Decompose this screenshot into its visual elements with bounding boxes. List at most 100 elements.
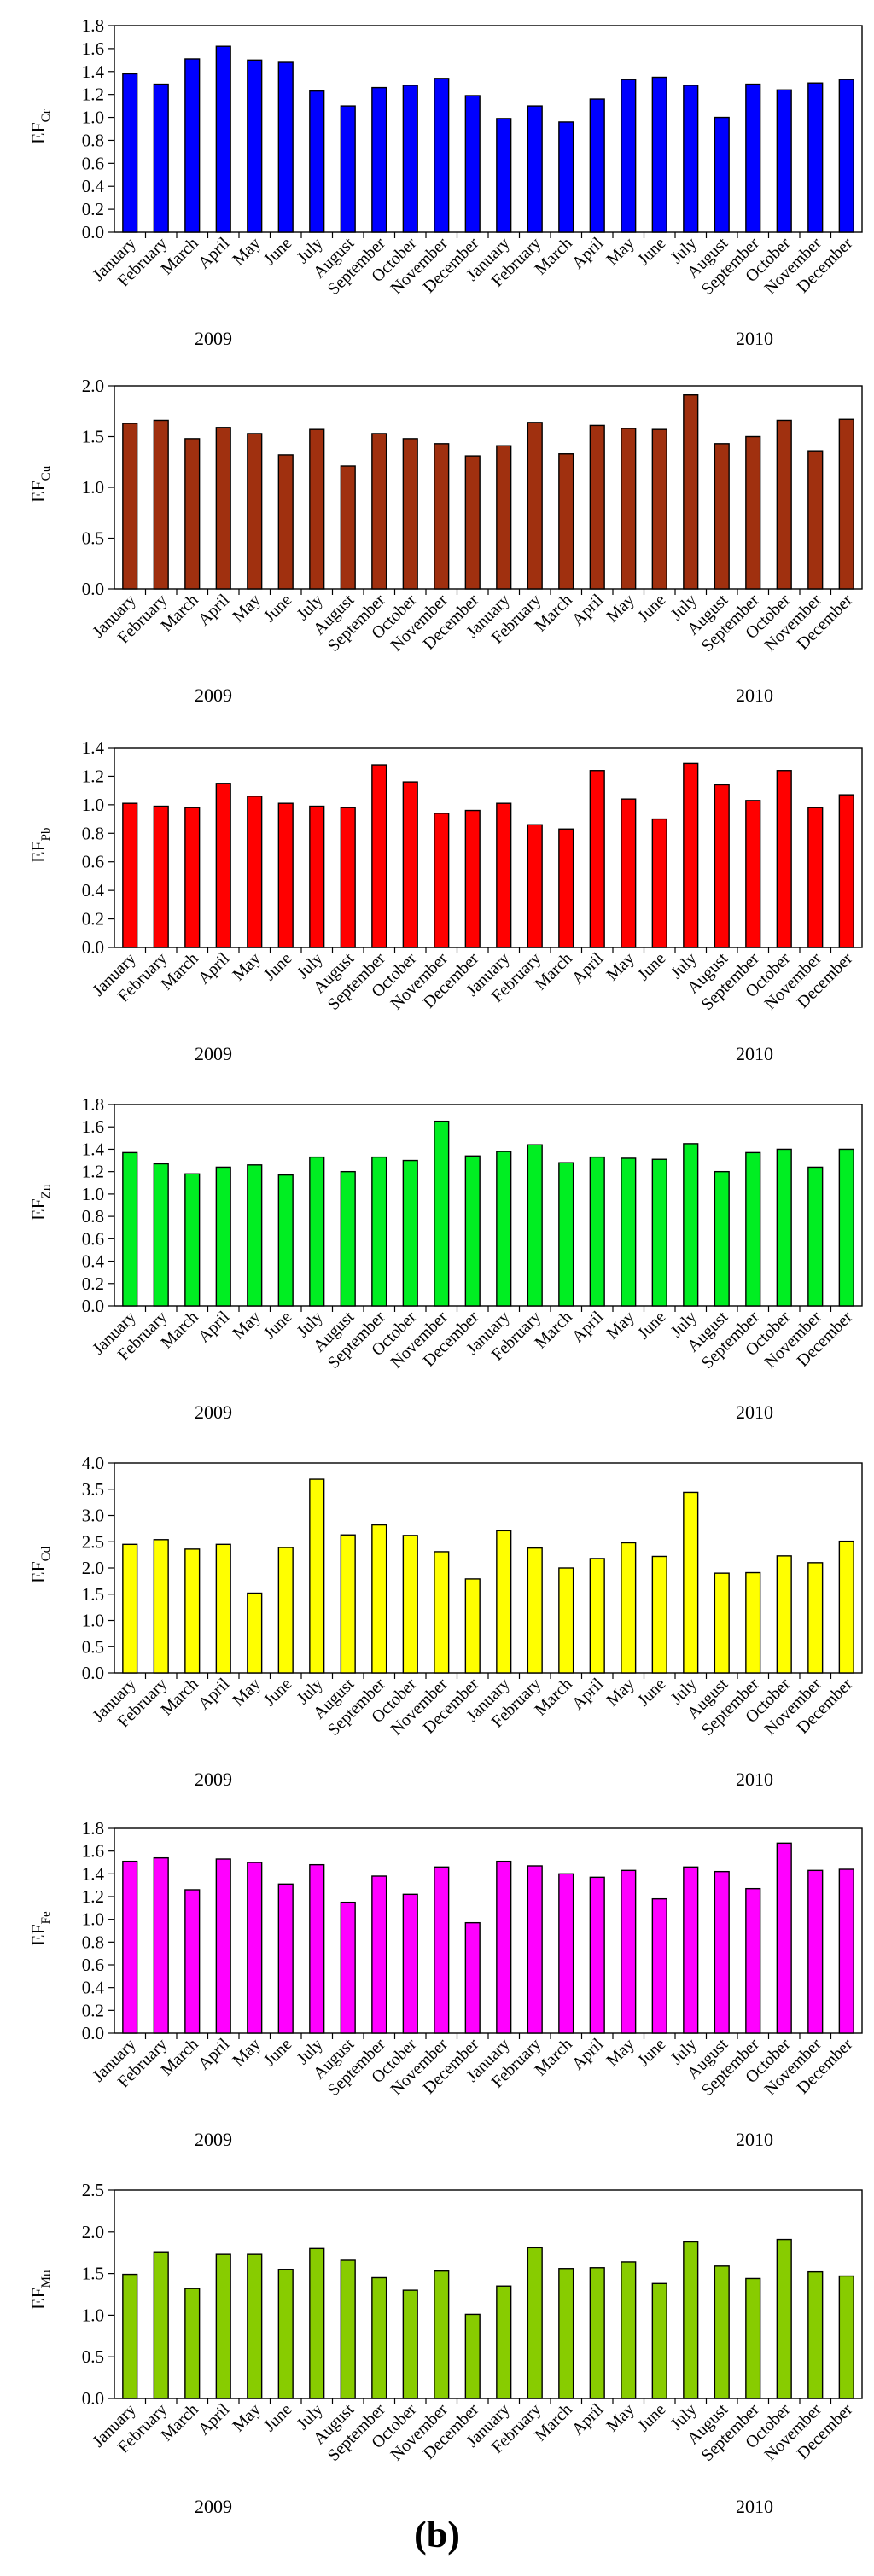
- bar: [277, 1883, 294, 2034]
- bar: [434, 2270, 450, 2399]
- x-tick-label: June: [260, 2400, 296, 2436]
- bar: [184, 807, 201, 948]
- year-label: 2010: [736, 328, 773, 349]
- bar: [527, 105, 543, 233]
- bar: [496, 445, 512, 590]
- bar: [122, 423, 138, 590]
- bar: [589, 1558, 605, 1674]
- bar: [807, 1166, 824, 1307]
- bar: [464, 1578, 481, 1674]
- bar: [434, 813, 450, 948]
- bar: [651, 1555, 667, 1674]
- year-label: 2009: [195, 328, 232, 349]
- y-tick-label: 1.0: [82, 1909, 104, 1930]
- y-tick-label: 1.0: [82, 795, 104, 815]
- bar: [184, 1889, 201, 2034]
- y-tick-label: 0.6: [82, 153, 104, 173]
- bar: [247, 2253, 263, 2399]
- bar: [621, 428, 637, 590]
- bar: [621, 2261, 637, 2399]
- y-tick-label: 0.0: [82, 1296, 104, 1316]
- bar: [184, 2288, 201, 2399]
- bar: [309, 2247, 325, 2399]
- bar: [153, 2251, 169, 2399]
- y-tick-label: 0.8: [82, 1932, 104, 1952]
- bar: [215, 2253, 231, 2399]
- bar: [122, 802, 138, 948]
- bar: [309, 428, 325, 590]
- bar: [776, 770, 792, 948]
- bar: [807, 807, 824, 948]
- y-tick-label: 0.0: [82, 937, 104, 958]
- y-axis-label: EFFe: [27, 1911, 53, 1946]
- bar: [558, 1162, 574, 1307]
- bar: [247, 796, 263, 948]
- bar: [464, 455, 481, 590]
- x-tick-label: May: [603, 2400, 638, 2435]
- x-tick-label: June: [634, 1675, 670, 1711]
- x-tick-label: June: [634, 234, 670, 270]
- bar: [402, 1159, 418, 1307]
- bar: [589, 2267, 605, 2399]
- bar: [215, 1166, 231, 1307]
- chart-cd: 0.00.51.01.52.02.53.03.54.0EFCdJanuaryFe…: [27, 1453, 863, 1790]
- bar: [621, 1542, 637, 1674]
- bar: [589, 1876, 605, 2034]
- x-tick-label: April: [568, 1675, 608, 1714]
- bar: [776, 1842, 792, 2034]
- y-tick-label: 1.5: [82, 2264, 104, 2284]
- bar: [527, 2247, 543, 2399]
- bar: [683, 1143, 699, 1307]
- bar: [776, 1148, 792, 1307]
- y-tick-label: 2.5: [82, 1531, 104, 1552]
- x-tick-label: May: [603, 949, 638, 984]
- x-tick-label: June: [634, 2400, 670, 2436]
- y-axis-label: EFCr: [27, 109, 53, 144]
- x-tick-label: April: [195, 234, 234, 273]
- y-tick-label: 1.4: [82, 61, 105, 82]
- bar: [745, 2277, 761, 2399]
- bar: [621, 1869, 637, 2034]
- x-tick-label: May: [603, 234, 638, 269]
- year-label: 2009: [195, 1769, 232, 1790]
- bar: [215, 427, 231, 590]
- x-tick-label: April: [195, 949, 234, 988]
- year-label: 2010: [736, 685, 773, 706]
- bar: [434, 78, 450, 233]
- bar: [745, 435, 761, 590]
- bar: [247, 1592, 263, 1674]
- bar: [247, 59, 263, 233]
- bar: [277, 2269, 294, 2399]
- x-tick-label: May: [229, 1675, 264, 1710]
- chart-fe: 0.00.20.40.60.81.01.21.41.61.8EFFeJanuar…: [27, 1818, 863, 2150]
- x-tick-label: June: [634, 591, 670, 627]
- bar: [340, 1170, 356, 1307]
- x-tick-label: April: [568, 591, 608, 630]
- year-label: 2009: [195, 1043, 232, 1064]
- bar: [589, 98, 605, 233]
- y-tick-label: 2.0: [82, 2222, 104, 2242]
- bar: [309, 1156, 325, 1307]
- y-tick-label: 3.0: [82, 1506, 104, 1526]
- y-tick-label: 1.6: [82, 38, 104, 59]
- bar: [277, 802, 294, 948]
- y-tick-label: 1.8: [82, 1818, 104, 1839]
- y-tick-label: 0.5: [82, 1636, 104, 1657]
- bar: [558, 121, 574, 233]
- y-tick-label: 0.0: [82, 2388, 104, 2409]
- panel-label: (b): [414, 2514, 460, 2556]
- bar: [527, 422, 543, 590]
- bar: [838, 418, 854, 590]
- bar: [683, 1866, 699, 2034]
- x-tick-label: June: [634, 1308, 670, 1343]
- y-tick-label: 1.2: [82, 1886, 104, 1907]
- y-tick-label: 1.0: [82, 1184, 104, 1204]
- bar: [122, 1543, 138, 1674]
- bar: [402, 85, 418, 233]
- bar: [838, 1868, 854, 2034]
- bar: [496, 1860, 512, 2034]
- bar: [558, 1873, 574, 2034]
- y-tick-label: 1.6: [82, 1841, 104, 1862]
- x-tick-label: April: [195, 2035, 234, 2074]
